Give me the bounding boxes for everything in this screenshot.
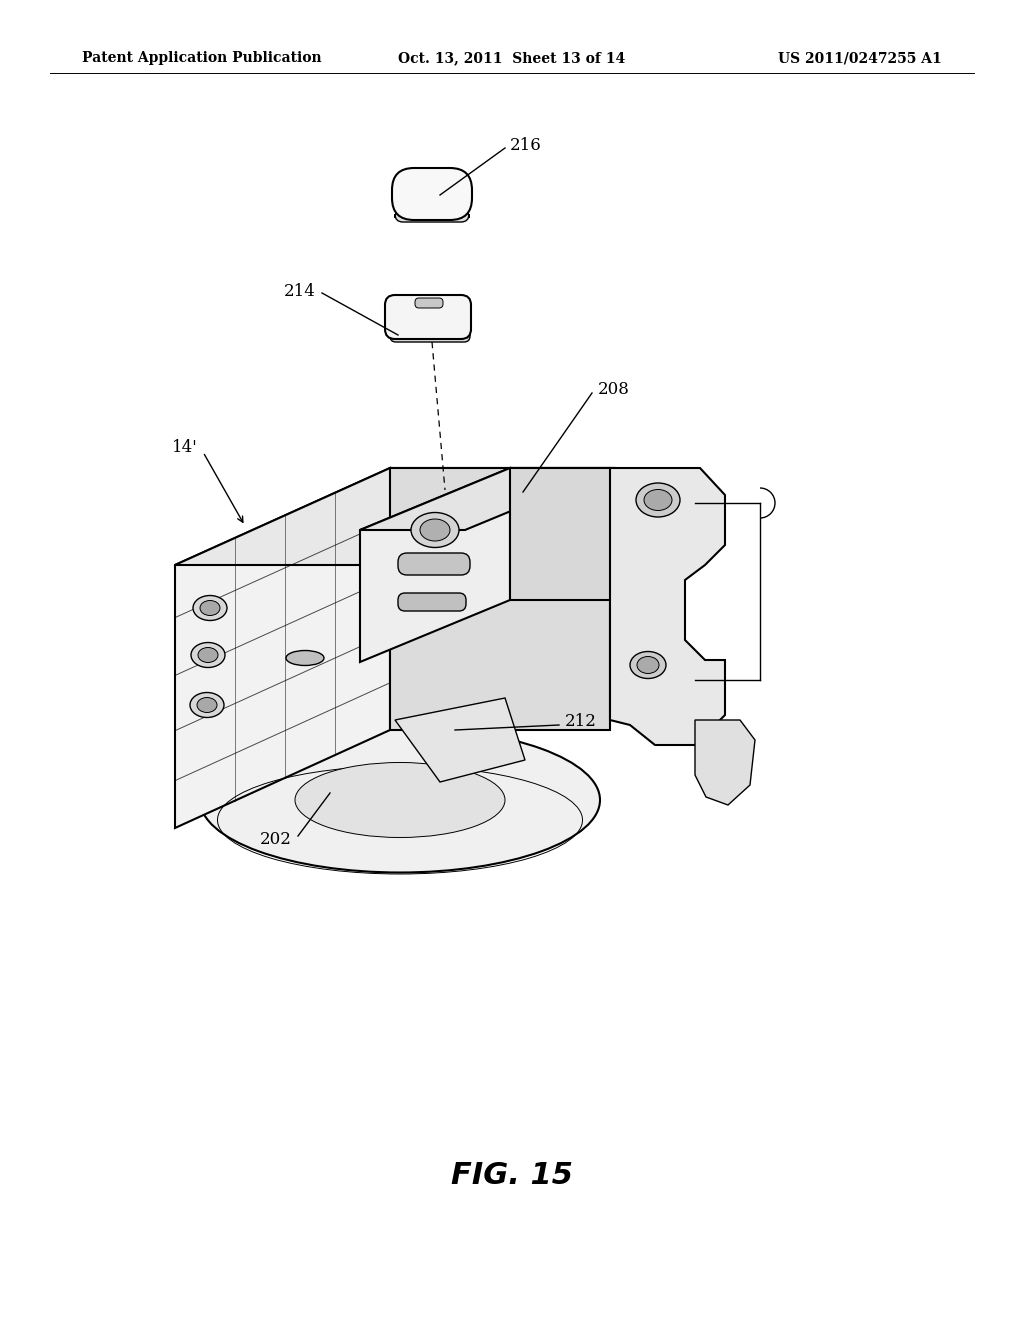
Polygon shape bbox=[395, 698, 525, 781]
Text: US 2011/0247255 A1: US 2011/0247255 A1 bbox=[778, 51, 942, 65]
FancyBboxPatch shape bbox=[398, 593, 466, 611]
Ellipse shape bbox=[197, 697, 217, 713]
Ellipse shape bbox=[190, 693, 224, 718]
Polygon shape bbox=[390, 469, 610, 730]
Ellipse shape bbox=[200, 601, 220, 615]
Ellipse shape bbox=[200, 727, 600, 873]
Ellipse shape bbox=[191, 643, 225, 668]
Text: 214: 214 bbox=[284, 282, 316, 300]
Ellipse shape bbox=[637, 656, 659, 673]
Ellipse shape bbox=[636, 483, 680, 517]
Ellipse shape bbox=[193, 595, 227, 620]
Text: 208: 208 bbox=[598, 381, 630, 399]
Ellipse shape bbox=[411, 512, 459, 548]
Text: FIG. 15: FIG. 15 bbox=[451, 1160, 573, 1189]
Polygon shape bbox=[175, 469, 610, 565]
Text: 202: 202 bbox=[260, 832, 292, 849]
FancyBboxPatch shape bbox=[398, 553, 470, 576]
FancyBboxPatch shape bbox=[415, 298, 443, 308]
Text: 216: 216 bbox=[510, 136, 542, 153]
Ellipse shape bbox=[420, 519, 450, 541]
FancyBboxPatch shape bbox=[385, 294, 471, 339]
Ellipse shape bbox=[644, 490, 672, 511]
Polygon shape bbox=[610, 469, 725, 744]
Text: 212: 212 bbox=[565, 714, 597, 730]
Text: Oct. 13, 2011  Sheet 13 of 14: Oct. 13, 2011 Sheet 13 of 14 bbox=[398, 51, 626, 65]
Polygon shape bbox=[360, 469, 510, 663]
Text: 14': 14' bbox=[172, 440, 198, 457]
Ellipse shape bbox=[295, 763, 505, 837]
Ellipse shape bbox=[630, 652, 666, 678]
Ellipse shape bbox=[198, 648, 218, 663]
Polygon shape bbox=[510, 469, 615, 601]
FancyBboxPatch shape bbox=[390, 330, 470, 342]
Polygon shape bbox=[175, 469, 390, 828]
Polygon shape bbox=[360, 469, 615, 531]
Polygon shape bbox=[695, 719, 755, 805]
Text: Patent Application Publication: Patent Application Publication bbox=[82, 51, 322, 65]
FancyBboxPatch shape bbox=[395, 210, 469, 222]
Ellipse shape bbox=[286, 651, 324, 665]
FancyBboxPatch shape bbox=[392, 168, 472, 220]
